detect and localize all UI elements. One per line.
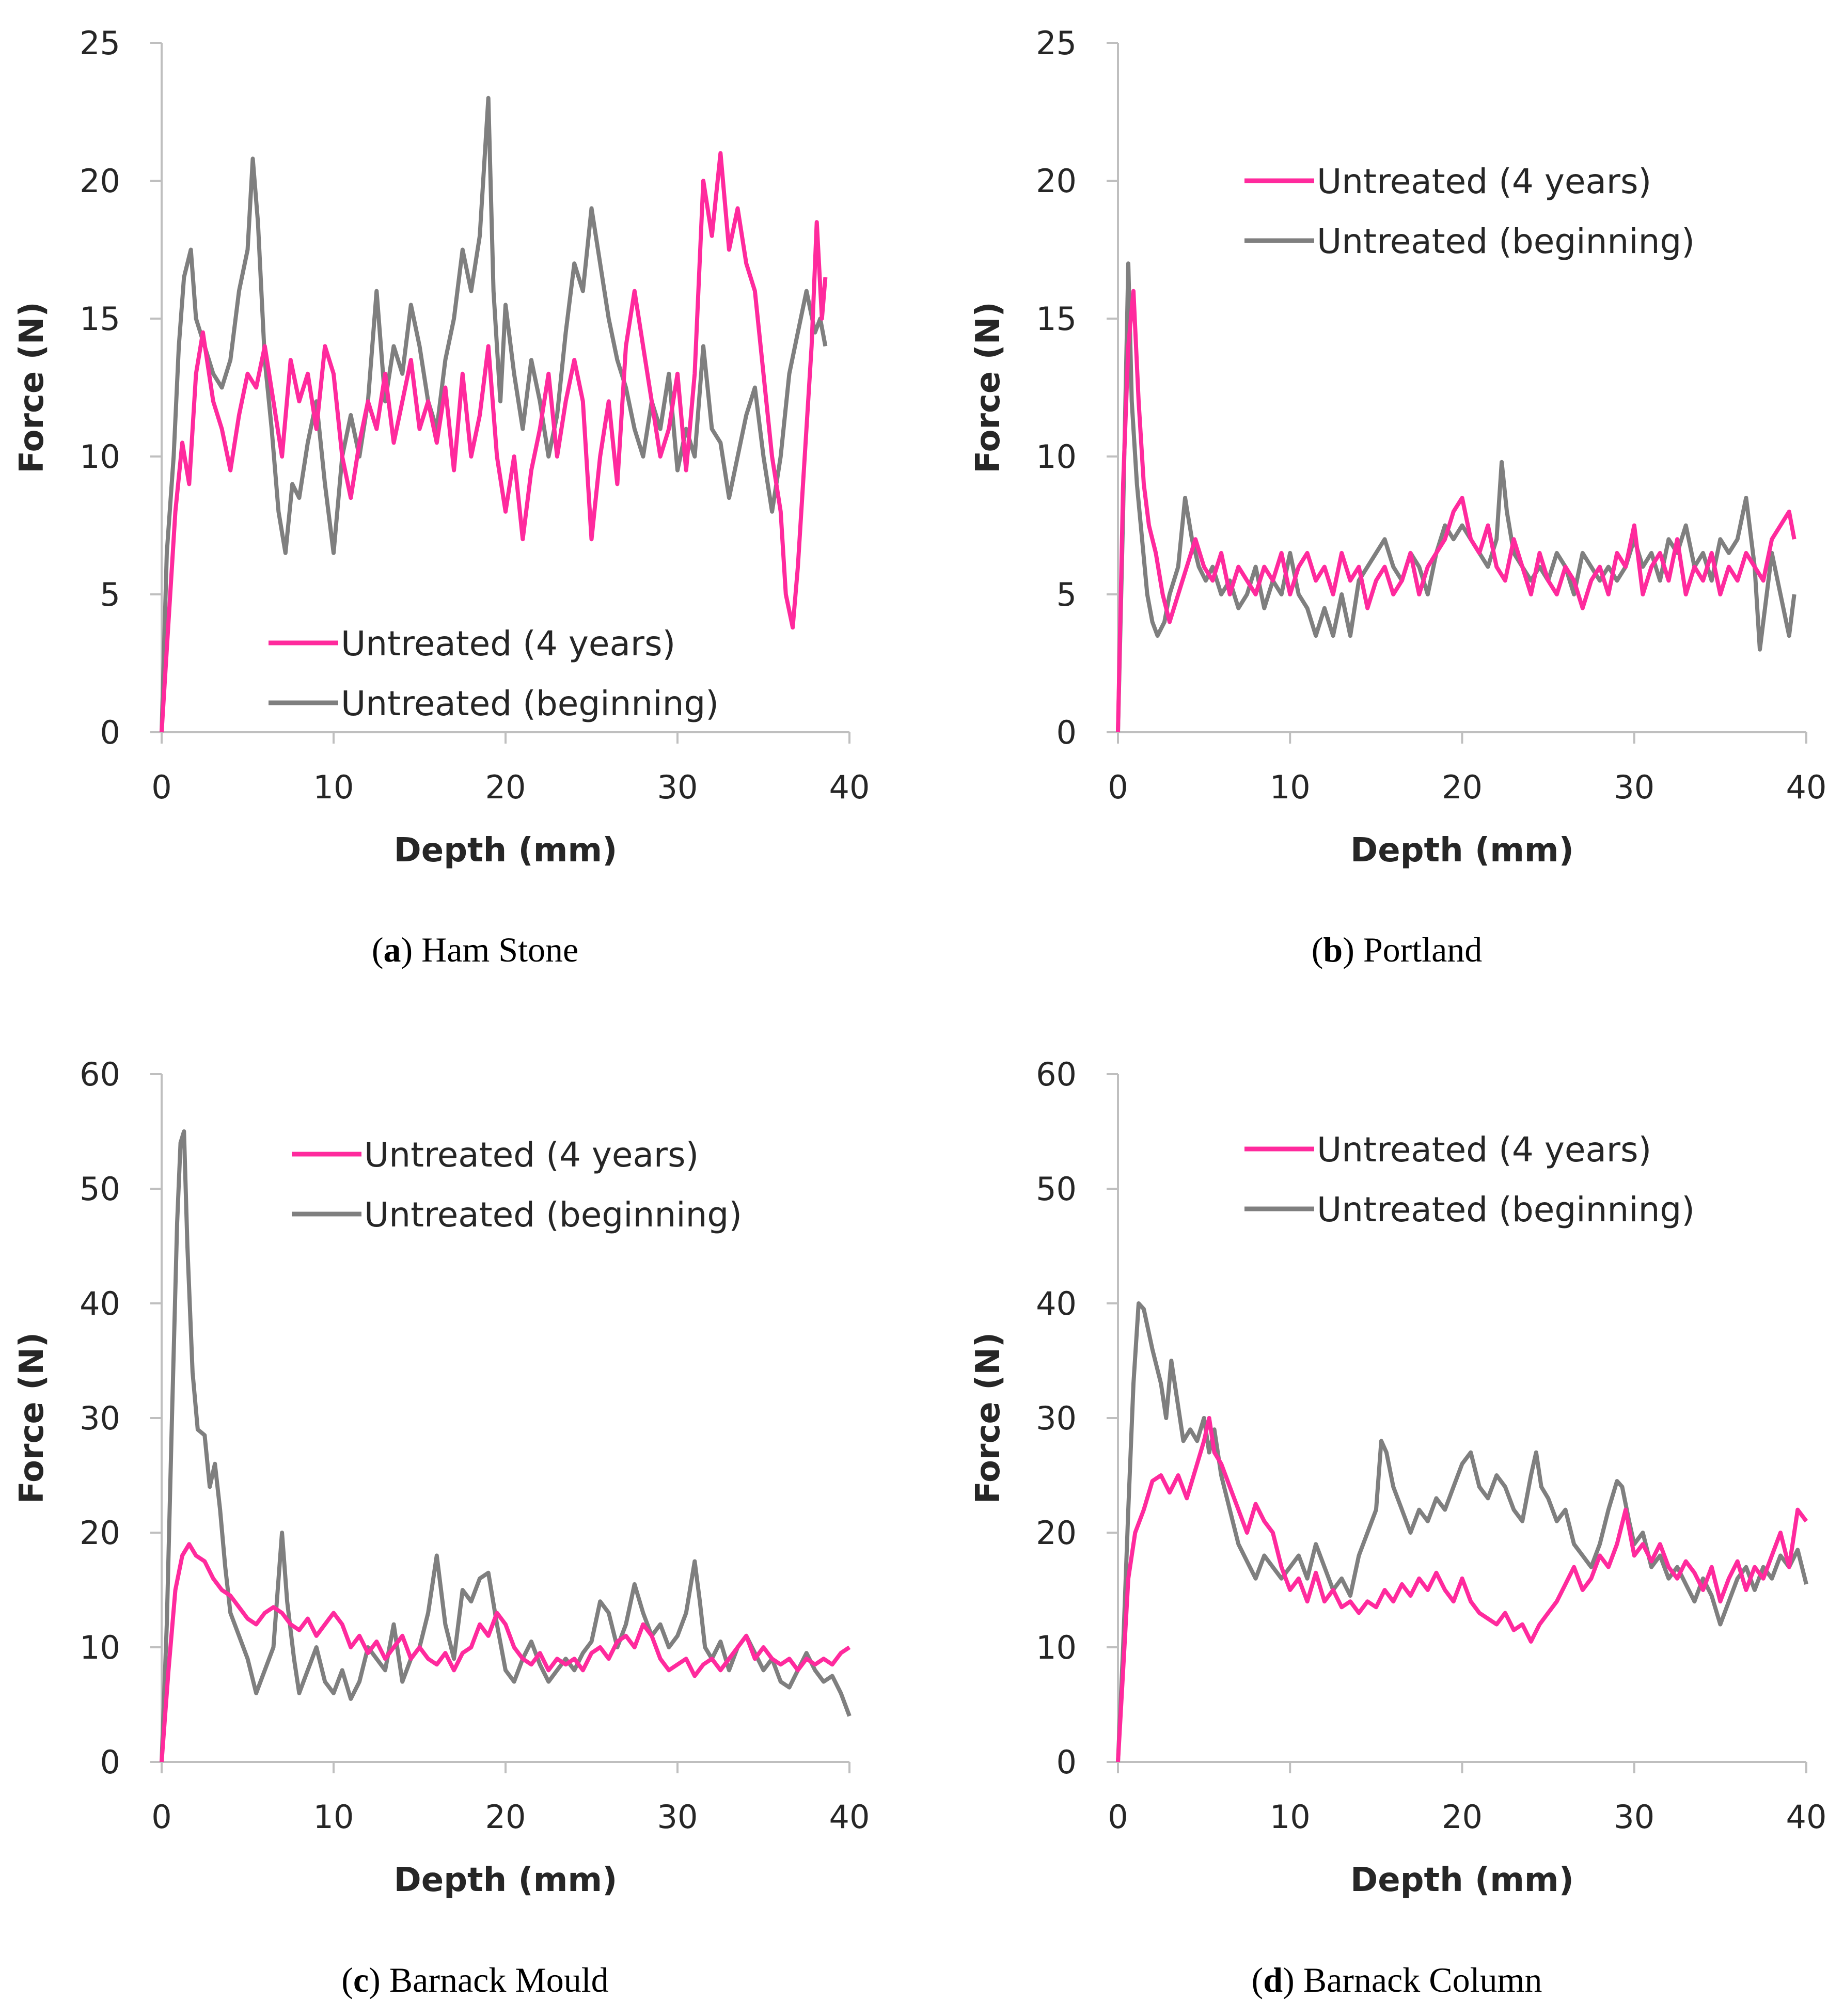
x-tick-label: 20 xyxy=(1442,768,1483,806)
y-tick-label: 10 xyxy=(1036,438,1077,476)
x-tick-label: 40 xyxy=(1786,1798,1827,1836)
series-line-untreated-beginning xyxy=(160,96,828,733)
y-tick-label: 0 xyxy=(100,1743,120,1781)
series-line-untreated-beginning xyxy=(1116,1301,1808,1762)
caption-b-letter: b xyxy=(1323,930,1343,969)
y-tick-label: 60 xyxy=(1036,1056,1077,1093)
x-tick-label: 40 xyxy=(829,1798,870,1836)
caption-a-letter: a xyxy=(383,930,401,969)
legend-label-untreated-beginning: Untreated (beginning) xyxy=(364,1195,742,1235)
x-tick-label: 30 xyxy=(1614,1798,1654,1836)
y-tick-label: 10 xyxy=(80,438,120,476)
x-tick-label: 0 xyxy=(1108,1798,1128,1836)
series-line-untreated-beginning xyxy=(1116,261,1796,733)
x-tick-label: 10 xyxy=(1270,1798,1311,1836)
y-tick-label: 50 xyxy=(1036,1170,1077,1208)
caption-b: (b) Portland xyxy=(1311,930,1483,969)
x-tick-label: 0 xyxy=(151,768,171,806)
x-tick-label: 20 xyxy=(485,1798,526,1836)
y-tick-label: 30 xyxy=(1036,1399,1077,1437)
x-tick-label: 10 xyxy=(1270,768,1311,806)
y-axis-label: Force (N) xyxy=(969,1332,1007,1504)
x-tick-label: 30 xyxy=(1614,768,1654,806)
y-tick-label: 0 xyxy=(1057,1743,1077,1781)
series-line-untreated-4-years xyxy=(160,1542,851,1762)
caption-b-text: ) Portland xyxy=(1343,930,1483,969)
y-tick-label: 15 xyxy=(1036,300,1077,338)
x-tick-label: 30 xyxy=(657,1798,698,1836)
series-line-untreated-4-years xyxy=(160,151,828,733)
x-axis-label: Depth (mm) xyxy=(1350,1861,1574,1899)
y-tick-label: 15 xyxy=(80,300,120,338)
series-line-untreated-4-years xyxy=(1116,1416,1808,1762)
y-tick-label: 0 xyxy=(100,714,120,751)
y-axis-label: Force (N) xyxy=(13,302,51,473)
y-axis-label: Force (N) xyxy=(969,302,1007,473)
caption-d: (d) Barnack Column xyxy=(1251,1960,1542,1999)
caption-a: (a) Ham Stone xyxy=(371,930,579,969)
x-tick-label: 20 xyxy=(1442,1798,1483,1836)
y-tick-label: 25 xyxy=(80,24,120,62)
caption-d-text: ) Barnack Column xyxy=(1283,1960,1542,1999)
caption-c-text: ) Barnack Mould xyxy=(369,1960,609,1999)
x-tick-label: 0 xyxy=(1108,768,1128,806)
y-tick-label: 10 xyxy=(1036,1629,1077,1666)
y-tick-label: 20 xyxy=(1036,162,1077,200)
legend-label-untreated-4-years: Untreated (4 years) xyxy=(364,1135,699,1175)
y-tick-label: 20 xyxy=(1036,1514,1077,1552)
legend-label-untreated-4-years: Untreated (4 years) xyxy=(341,624,675,664)
x-tick-label: 10 xyxy=(313,768,354,806)
series-line-untreated-4-years xyxy=(1116,289,1796,733)
legend-label-untreated-4-years: Untreated (4 years) xyxy=(1317,162,1651,201)
caption-c-letter: c xyxy=(353,1960,369,1999)
y-tick-label: 5 xyxy=(100,576,120,613)
chart-panel-b: 0 5 10 15 20 25 0 10 20 30 40 Depth (mm) Force (N) Un… xyxy=(969,24,1827,870)
x-axis-label: Depth (mm) xyxy=(394,1861,618,1899)
x-tick-label: 40 xyxy=(1786,768,1827,806)
legend-label-untreated-beginning: Untreated (beginning) xyxy=(1317,222,1695,261)
x-tick-label: 40 xyxy=(829,768,870,806)
y-tick-label: 20 xyxy=(80,162,120,200)
y-tick-label: 0 xyxy=(1057,714,1077,751)
x-axis-label: Depth (mm) xyxy=(394,831,618,870)
chart-panel-a: 0 5 10 15 20 25 0 10 20 30 40 Depth (mm) Force (N) Un… xyxy=(13,24,870,870)
y-tick-label: 40 xyxy=(80,1285,120,1322)
caption-c: (c) Barnack Mould xyxy=(341,1960,609,1999)
y-tick-label: 40 xyxy=(1036,1285,1077,1322)
caption-d-letter: d xyxy=(1263,1960,1283,1999)
legend-label-untreated-beginning: Untreated (beginning) xyxy=(341,684,719,723)
x-tick-label: 20 xyxy=(485,768,526,806)
x-tick-label: 0 xyxy=(151,1798,171,1836)
y-tick-label: 25 xyxy=(1036,24,1077,62)
y-axis-label: Force (N) xyxy=(13,1332,51,1504)
y-tick-label: 60 xyxy=(80,1056,120,1093)
chart-panel-c: 0 10 20 30 40 50 60 0 10 20 30 40 Depth (mm) Force (N… xyxy=(13,1056,870,1899)
y-tick-label: 5 xyxy=(1057,576,1077,613)
x-axis-label: Depth (mm) xyxy=(1350,831,1574,870)
series-line-untreated-beginning xyxy=(160,1129,852,1762)
legend-label-untreated-4-years: Untreated (4 years) xyxy=(1317,1130,1651,1170)
x-tick-label: 10 xyxy=(313,1798,354,1836)
y-tick-label: 10 xyxy=(80,1629,120,1666)
y-tick-label: 50 xyxy=(80,1170,120,1208)
legend-label-untreated-beginning: Untreated (beginning) xyxy=(1317,1190,1695,1230)
y-tick-label: 30 xyxy=(80,1399,120,1437)
y-tick-label: 20 xyxy=(80,1514,120,1552)
caption-a-text: ) Ham Stone xyxy=(401,930,579,969)
x-tick-label: 30 xyxy=(657,768,698,806)
chart-panel-d: 0 10 20 30 40 50 60 0 10 20 30 40 Depth (mm) Force (N… xyxy=(969,1056,1827,1899)
